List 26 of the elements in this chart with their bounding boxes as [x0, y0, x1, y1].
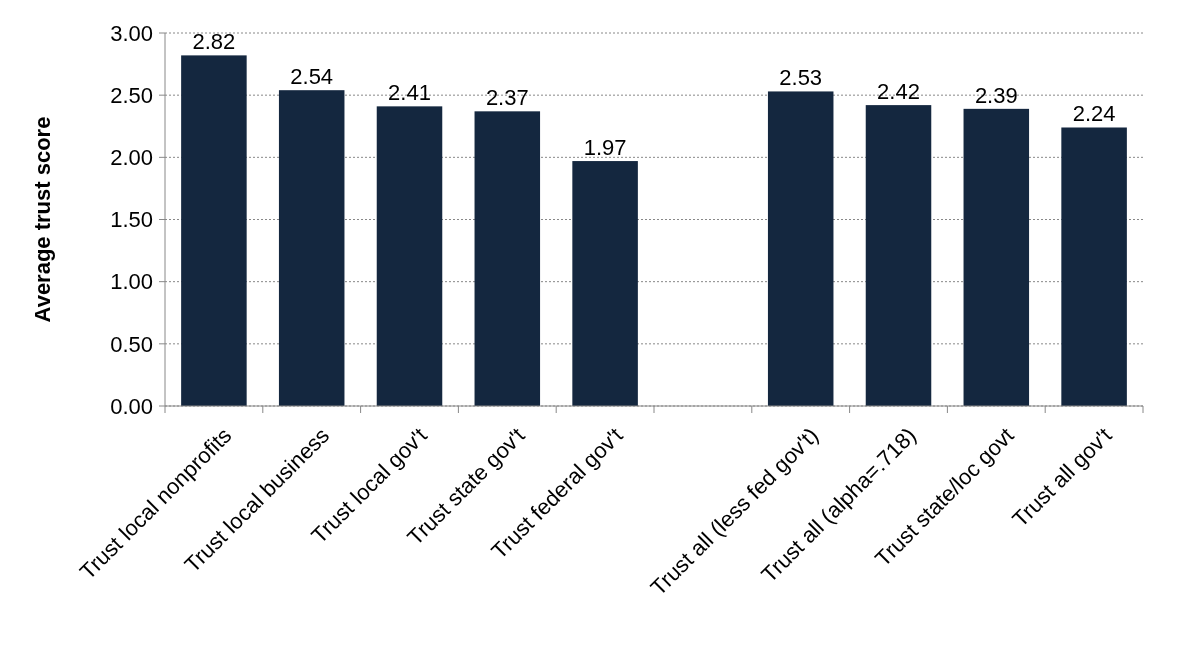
- y-axis-title: Average trust score: [30, 116, 55, 323]
- bar: [376, 106, 443, 406]
- bar: [963, 108, 1030, 406]
- data-label: 1.97: [583, 135, 627, 161]
- data-label: 2.41: [388, 80, 431, 106]
- bar: [181, 55, 247, 406]
- data-label: 2.54: [290, 64, 334, 90]
- y-tick-label: 0.00: [110, 393, 153, 419]
- y-tick-label: 1.00: [110, 269, 153, 295]
- data-label: 2.37: [485, 85, 529, 111]
- data-label: 2.24: [1072, 101, 1116, 127]
- y-tick-label: 2.00: [110, 145, 153, 171]
- bar: [1061, 127, 1127, 406]
- bar: [767, 91, 834, 406]
- bar: [572, 161, 638, 406]
- data-label: 2.82: [192, 29, 236, 55]
- data-label: 2.42: [877, 79, 920, 105]
- y-tick-label: 1.50: [110, 207, 153, 233]
- data-label: 2.53: [779, 65, 823, 91]
- bar: [865, 105, 932, 406]
- y-tick-label: 2.50: [110, 82, 153, 108]
- y-tick-label: 0.50: [110, 331, 153, 357]
- bar: [278, 90, 345, 406]
- y-tick-label: 3.00: [110, 20, 153, 46]
- bar: [474, 111, 541, 406]
- data-label: 2.39: [974, 82, 1018, 108]
